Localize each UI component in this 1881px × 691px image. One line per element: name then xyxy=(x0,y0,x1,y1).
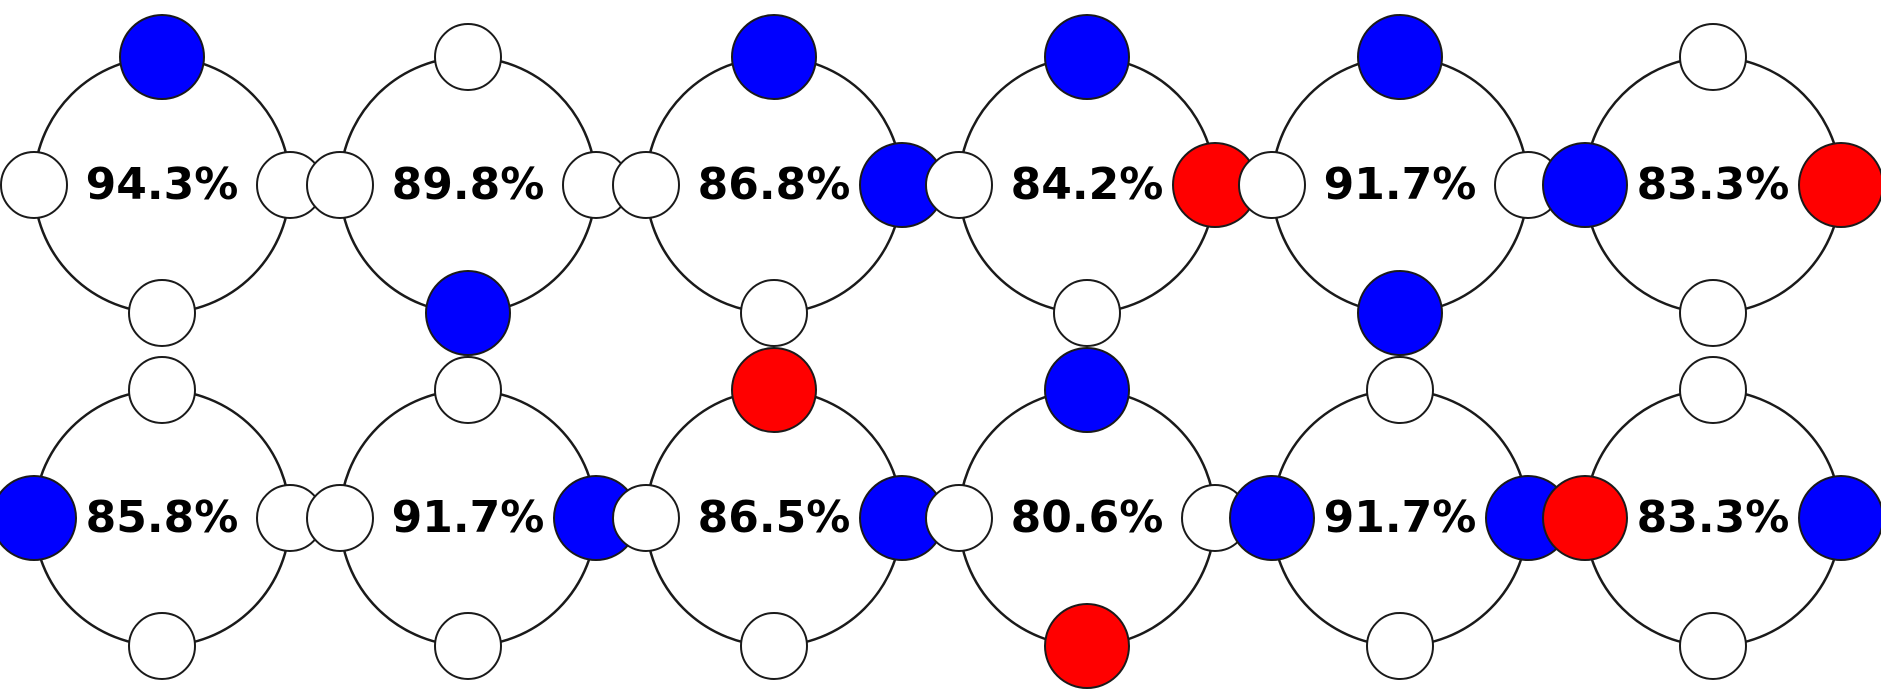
percentage-label: 89.8% xyxy=(392,159,545,210)
percentage-label: 83.3% xyxy=(1637,492,1790,543)
seat-top-red xyxy=(731,347,817,433)
seat-diagram: 91.7% xyxy=(1229,356,1571,680)
percentage-label: 91.7% xyxy=(392,492,545,543)
seat-left-empty xyxy=(0,151,68,219)
seat-top-empty xyxy=(1366,356,1434,424)
seat-bottom-empty xyxy=(1679,612,1747,680)
seat-diagram: 80.6% xyxy=(925,347,1249,689)
percentage-label: 86.5% xyxy=(698,492,851,543)
seat-left-blue xyxy=(0,475,77,561)
seat-top-blue xyxy=(119,14,205,100)
seat-bottom-red xyxy=(1044,603,1130,689)
seat-bottom-empty xyxy=(740,279,808,347)
seat-diagram: 83.3% xyxy=(1542,23,1881,347)
seat-top-empty xyxy=(434,23,502,91)
percentage-label: 91.7% xyxy=(1324,492,1477,543)
seat-bottom-empty xyxy=(740,612,808,680)
seat-left-empty xyxy=(612,484,680,552)
percentage-label: 94.3% xyxy=(86,159,239,210)
seat-bottom-empty xyxy=(128,612,196,680)
percentage-label: 86.8% xyxy=(698,159,851,210)
seat-diagram: 94.3% xyxy=(0,14,324,347)
seat-left-empty xyxy=(925,484,993,552)
seat-bottom-blue xyxy=(425,270,511,356)
seat-left-empty xyxy=(306,484,374,552)
seat-bottom-empty xyxy=(434,612,502,680)
seat-bottom-empty xyxy=(1679,279,1747,347)
seat-top-blue xyxy=(1357,14,1443,100)
seat-diagram: 83.3% xyxy=(1542,356,1881,680)
percentage-label: 85.8% xyxy=(86,492,239,543)
seat-top-blue xyxy=(1044,14,1130,100)
seat-right-red xyxy=(1798,142,1881,228)
percentage-label: 91.7% xyxy=(1324,159,1477,210)
seat-bottom-empty xyxy=(1053,279,1121,347)
seat-top-blue xyxy=(731,14,817,100)
seat-diagram: 91.7% xyxy=(1238,14,1562,356)
seat-top-empty xyxy=(128,356,196,424)
seat-diagram: 89.8% xyxy=(306,23,630,356)
seat-left-red xyxy=(1542,475,1628,561)
percentage-label: 84.2% xyxy=(1011,159,1164,210)
seat-left-blue xyxy=(1229,475,1315,561)
percentage-label: 80.6% xyxy=(1011,492,1164,543)
percentage-label: 83.3% xyxy=(1637,159,1790,210)
seat-left-empty xyxy=(306,151,374,219)
seat-left-empty xyxy=(612,151,680,219)
seat-diagram: 91.7% xyxy=(306,356,639,680)
seat-left-empty xyxy=(925,151,993,219)
seat-left-blue xyxy=(1542,142,1628,228)
seat-diagram: 85.8% xyxy=(0,356,324,680)
seat-left-empty xyxy=(1238,151,1306,219)
seat-diagram: 86.5% xyxy=(612,347,945,680)
seat-right-blue xyxy=(1798,475,1881,561)
seat-diagram: 84.2% xyxy=(925,14,1258,347)
seat-top-blue xyxy=(1044,347,1130,433)
seat-top-empty xyxy=(1679,23,1747,91)
seat-diagram: 86.8% xyxy=(612,14,945,347)
seat-bottom-empty xyxy=(128,279,196,347)
seat-bottom-blue xyxy=(1357,270,1443,356)
seat-top-empty xyxy=(1679,356,1747,424)
seat-top-empty xyxy=(434,356,502,424)
seat-bottom-empty xyxy=(1366,612,1434,680)
